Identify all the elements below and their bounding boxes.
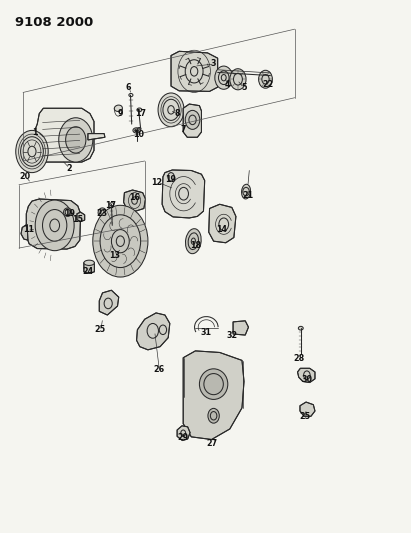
Circle shape [208,408,219,423]
Polygon shape [298,368,315,383]
Ellipse shape [199,369,228,399]
Text: 12: 12 [151,177,162,187]
Polygon shape [99,290,119,315]
Circle shape [168,173,174,181]
Text: 9108 2000: 9108 2000 [15,16,93,29]
Text: 5: 5 [241,83,247,92]
Ellipse shape [242,184,251,199]
Polygon shape [77,212,85,222]
Polygon shape [124,190,145,211]
Polygon shape [26,199,81,249]
Polygon shape [177,426,190,441]
Text: 9: 9 [118,109,123,118]
Text: 18: 18 [190,241,201,250]
Text: 22: 22 [263,80,274,89]
Text: 24: 24 [82,267,93,276]
Text: 6: 6 [126,83,131,92]
Ellipse shape [185,229,201,254]
Circle shape [230,69,246,90]
Text: 4: 4 [225,80,231,89]
Circle shape [158,93,184,127]
Text: 19: 19 [166,175,177,184]
Circle shape [66,127,86,153]
Ellipse shape [298,326,303,330]
Ellipse shape [133,128,140,133]
Polygon shape [209,204,236,243]
Circle shape [93,205,148,277]
Polygon shape [88,134,105,140]
Text: 32: 32 [226,330,238,340]
Circle shape [16,131,48,173]
Text: 31: 31 [200,328,211,337]
Ellipse shape [98,208,106,216]
Text: 28: 28 [293,354,305,364]
Text: 1: 1 [32,127,38,136]
Text: 17: 17 [135,109,146,118]
Ellipse shape [137,108,142,112]
Text: 3: 3 [211,59,216,68]
Polygon shape [171,51,218,91]
Polygon shape [183,351,244,440]
Ellipse shape [64,208,72,216]
Circle shape [259,70,272,88]
Text: 13: 13 [109,252,120,261]
Text: 30: 30 [301,375,312,384]
Polygon shape [300,402,315,416]
Circle shape [35,200,74,251]
Text: 21: 21 [242,191,254,200]
Text: 20: 20 [19,172,31,181]
Polygon shape [183,104,201,138]
Circle shape [185,110,200,130]
Polygon shape [35,108,94,162]
Circle shape [215,66,233,90]
Polygon shape [233,321,249,335]
Text: 23: 23 [97,209,108,218]
Circle shape [59,118,93,162]
Text: 14: 14 [216,225,227,234]
Text: 19: 19 [64,209,75,218]
Text: 25: 25 [95,325,106,334]
Polygon shape [136,313,170,350]
Polygon shape [162,170,205,218]
Polygon shape [21,224,28,240]
Text: 27: 27 [206,439,217,448]
Text: 8: 8 [174,109,180,118]
Polygon shape [84,261,95,273]
Ellipse shape [114,105,122,111]
Text: 25: 25 [299,413,310,421]
Text: 10: 10 [133,130,144,139]
Ellipse shape [84,260,95,265]
Text: 17: 17 [105,201,116,211]
Text: 16: 16 [129,193,140,203]
Text: 15: 15 [72,214,83,223]
Text: 29: 29 [178,433,189,442]
Polygon shape [28,136,35,154]
Text: 2: 2 [67,164,72,173]
Text: 11: 11 [23,225,35,234]
Text: 26: 26 [153,365,164,374]
Text: 7: 7 [180,125,186,134]
